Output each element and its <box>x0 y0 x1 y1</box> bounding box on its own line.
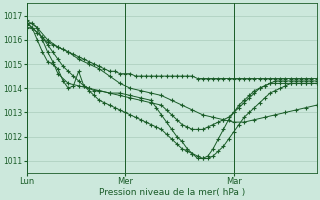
X-axis label: Pression niveau de la mer( hPa ): Pression niveau de la mer( hPa ) <box>99 188 245 197</box>
